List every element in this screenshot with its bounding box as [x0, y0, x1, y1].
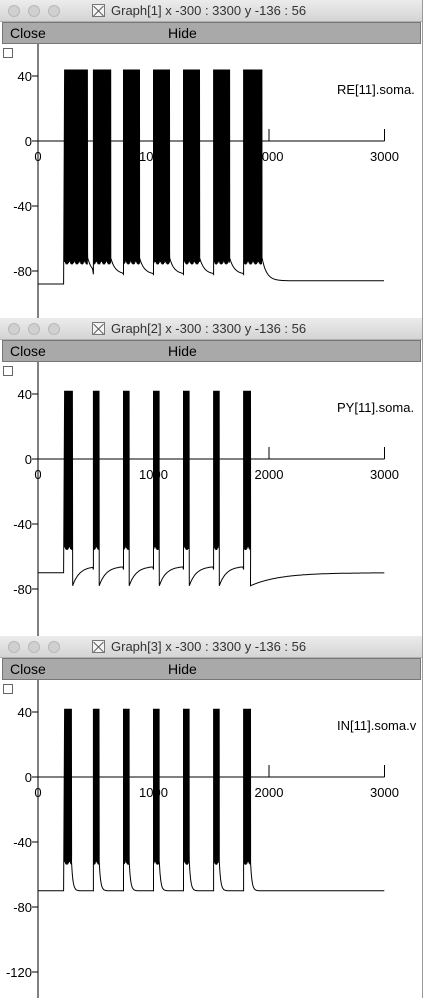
close-button[interactable]: Close: [10, 661, 46, 677]
y-tick-label: -80: [13, 582, 32, 597]
graph-checkbox[interactable]: [3, 48, 13, 58]
close-window-icon[interactable]: [8, 641, 20, 653]
window-title: Graph[3] x -300 : 3300 y -136 : 56: [111, 639, 307, 654]
x-tick-label: 2000: [255, 785, 284, 800]
graph-menu-bar: Close Hide: [2, 22, 421, 44]
hide-button[interactable]: Hide: [168, 25, 197, 41]
zoom-window-icon[interactable]: [48, 641, 60, 653]
graph-menu-bar: Close Hide: [2, 658, 421, 680]
x-tick-label: 0: [34, 467, 41, 482]
voltage-trace: [38, 708, 385, 892]
close-window-icon[interactable]: [8, 5, 20, 17]
y-tick-label: 0: [25, 134, 32, 149]
window-title: Graph[1] x -300 : 3300 y -136 : 56: [111, 3, 307, 18]
graph-window-1: Graph[1] x -300 : 3300 y -136 : 56 Close…: [0, 0, 423, 318]
trace-label: RE[11].soma.: [337, 82, 415, 97]
y-tick-label: 40: [18, 705, 32, 720]
window-title-group: Graph[1] x -300 : 3300 y -136 : 56: [92, 3, 306, 18]
y-tick-label: -80: [13, 264, 32, 279]
y-tick-label: -40: [13, 517, 32, 532]
graph-window-2: Graph[2] x -300 : 3300 y -136 : 56 Close…: [0, 318, 423, 636]
window-title: Graph[2] x -300 : 3300 y -136 : 56: [111, 321, 307, 336]
title-bar[interactable]: Graph[1] x -300 : 3300 y -136 : 56: [0, 0, 422, 22]
x-tick-label: 2000: [255, 467, 284, 482]
graph-checkbox[interactable]: [3, 366, 13, 376]
window-title-group: Graph[2] x -300 : 3300 y -136 : 56: [92, 321, 306, 336]
y-tick-label: -120: [6, 965, 32, 980]
y-tick-label: -40: [13, 199, 32, 214]
close-button[interactable]: Close: [10, 343, 46, 359]
hide-button[interactable]: Hide: [168, 343, 197, 359]
hide-button[interactable]: Hide: [168, 661, 197, 677]
zoom-window-icon[interactable]: [48, 5, 60, 17]
x11-icon: [92, 640, 105, 653]
title-bar[interactable]: Graph[3] x -300 : 3300 y -136 : 56: [0, 636, 422, 658]
y-tick-label: 0: [25, 452, 32, 467]
minimize-window-icon[interactable]: [28, 323, 40, 335]
x-tick-label: 3000: [370, 149, 399, 164]
graph-checkbox[interactable]: [3, 684, 13, 694]
voltage-trace: [38, 69, 384, 285]
voltage-trace: [38, 390, 385, 587]
x-tick-label: 3000: [370, 785, 399, 800]
trace-label: PY[11].soma.: [337, 400, 414, 415]
y-tick-label: 40: [18, 69, 32, 84]
x11-icon: [92, 322, 105, 335]
y-tick-label: 0: [25, 770, 32, 785]
window-controls: [8, 5, 60, 17]
close-window-icon[interactable]: [8, 323, 20, 335]
graph-menu-bar: Close Hide: [2, 340, 421, 362]
minimize-window-icon[interactable]: [28, 5, 40, 17]
title-bar[interactable]: Graph[2] x -300 : 3300 y -136 : 56: [0, 318, 422, 340]
zoom-window-icon[interactable]: [48, 323, 60, 335]
close-button[interactable]: Close: [10, 25, 46, 41]
x-tick-label: 0: [34, 149, 41, 164]
x-tick-label: 0: [34, 785, 41, 800]
y-tick-label: -40: [13, 835, 32, 850]
minimize-window-icon[interactable]: [28, 641, 40, 653]
x11-icon: [92, 4, 105, 17]
y-tick-label: 40: [18, 387, 32, 402]
graph-window-3: Graph[3] x -300 : 3300 y -136 : 56 Close…: [0, 636, 423, 998]
x-tick-label: 3000: [370, 467, 399, 482]
trace-label: IN[11].soma.v: [337, 718, 417, 733]
window-title-group: Graph[3] x -300 : 3300 y -136 : 56: [92, 639, 306, 654]
window-controls: [8, 641, 60, 653]
window-controls: [8, 323, 60, 335]
y-tick-label: -80: [13, 900, 32, 915]
